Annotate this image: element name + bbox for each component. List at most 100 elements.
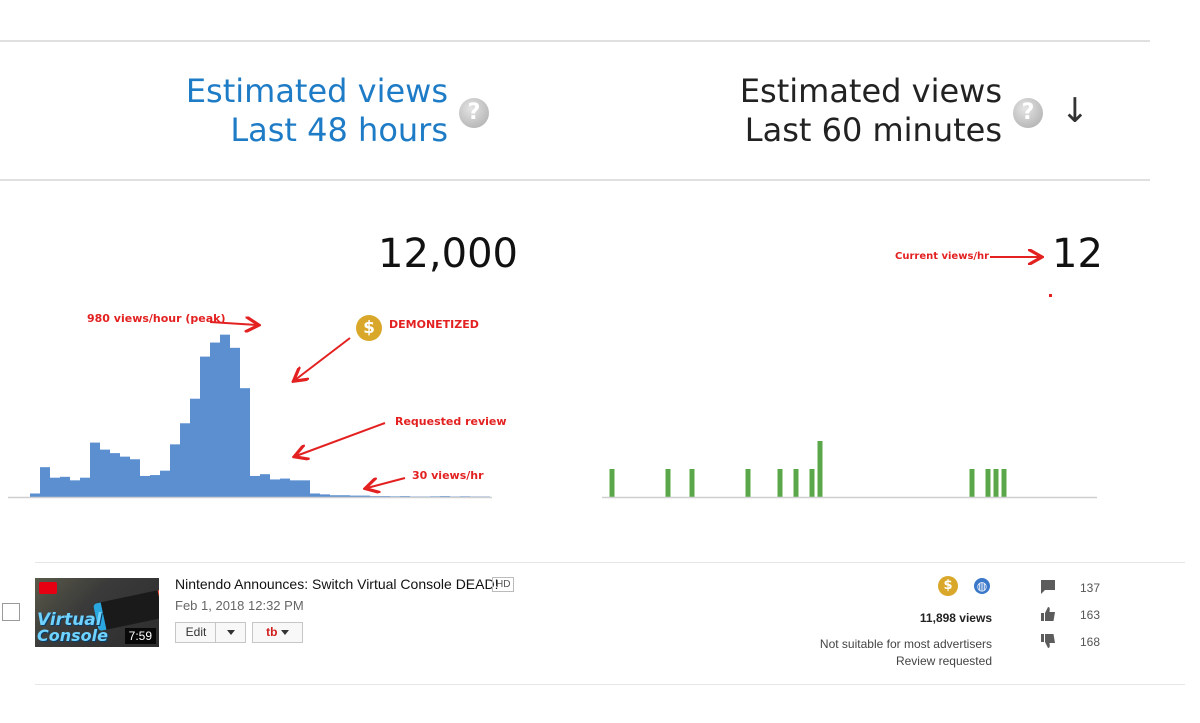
chart-bar[interactable] [969,469,975,497]
chart-bar[interactable] [460,496,470,497]
chart-bar[interactable] [793,469,799,497]
chart-bar[interactable] [160,470,170,497]
chart-bar[interactable] [120,456,130,497]
row-divider-bottom [35,684,1185,685]
chart-bar[interactable] [180,423,190,497]
chart-bar[interactable] [250,475,260,497]
comment-count: 137 [1080,581,1101,595]
chart-bar[interactable] [330,495,340,497]
video-view-count: 11,898 views [919,611,992,625]
column-header-48h-line1: Estimated views [185,72,448,110]
chart-bar[interactable] [30,493,40,497]
chart-bar[interactable] [390,496,400,497]
column-header-48h-line2: Last 48 hours [230,111,448,149]
chart-bar[interactable] [290,480,300,497]
thirty-views-arrow [367,477,406,488]
switch-console-image [92,588,159,632]
demonetized-arrow [295,337,351,380]
help-icon[interactable]: ? [459,98,489,128]
chart-bar[interactable] [220,334,230,497]
edit-button[interactable]: Edit [175,622,217,643]
chart-bar[interactable] [240,388,250,497]
chart-bar[interactable] [440,496,450,497]
thumbs-up-icon[interactable] [1040,606,1056,622]
chart-bar[interactable] [130,459,140,497]
dislike-count: 168 [1080,635,1101,649]
chart-bar[interactable] [260,474,270,497]
chart-bar[interactable] [110,453,120,497]
chart-bar[interactable] [70,480,80,497]
peak-arrow [209,322,257,325]
chart-bar[interactable] [777,469,783,497]
row-divider-top [35,562,1185,563]
thumbnail-text-line2: Console [37,626,108,645]
chart-bar[interactable] [230,347,240,497]
chart-bar[interactable] [689,469,695,497]
red-dot-mark [1049,294,1052,297]
video-title-link[interactable]: Nintendo Announces: Switch Virtual Conso… [175,576,499,592]
chart-bar[interactable] [190,398,200,497]
chart-bar[interactable] [430,496,440,497]
chart-bar[interactable] [993,469,999,497]
chart-bar[interactable] [280,478,290,497]
select-video-checkbox[interactable] [2,603,20,621]
comment-icon[interactable] [1040,579,1056,595]
sort-descending-icon[interactable]: ↓ [1060,91,1090,131]
chart-bar[interactable] [90,442,100,497]
help-icon[interactable]: ? [1013,98,1043,128]
column-header-48h[interactable]: Estimated views Last 48 hours [186,72,448,150]
chart-bar[interactable] [60,476,70,497]
review-status: Review requested [895,654,992,668]
header-divider [0,179,1150,181]
chart-bar[interactable] [300,480,310,497]
chart-bar[interactable] [480,496,490,497]
thirty-views-annotation: 30 views/hr [412,469,484,482]
chart-bar[interactable] [745,469,751,497]
thumbs-down-icon[interactable] [1040,633,1056,649]
globe-icon[interactable]: ◍ [974,578,990,594]
chart-bar[interactable] [1001,469,1007,497]
monetization-dollar-icon[interactable]: $ [938,576,958,596]
chart-bar[interactable] [310,493,320,497]
chart-bar[interactable] [350,495,360,497]
chart-bar[interactable] [370,496,380,497]
chart-bar[interactable] [50,477,60,497]
chart-bar[interactable] [210,342,220,497]
chart-bar[interactable] [140,475,150,497]
edit-dropdown-button[interactable] [215,622,246,643]
chart-bar[interactable] [809,469,815,497]
chart-bar[interactable] [340,495,350,497]
views-60m-chart [602,441,1097,499]
chart-bar[interactable] [270,479,280,497]
chart-bar[interactable] [360,495,370,497]
chart-bar[interactable] [170,444,180,497]
demonetized-annotation: DEMONETIZED [389,318,479,331]
chart-bar[interactable] [609,469,615,497]
chart-bar[interactable] [450,496,460,497]
video-duration: 7:59 [124,628,156,644]
chart-bar[interactable] [380,496,390,497]
chart-bar[interactable] [420,496,430,497]
chart-bar[interactable] [400,496,410,497]
current-views-annotation: Current views/hr [895,251,990,262]
chart-bar[interactable] [985,469,991,497]
thumbnail-text-line1: Virtual [37,610,102,630]
video-thumbnail[interactable]: Virtual Console 7:59 [35,578,159,647]
chart-bar[interactable] [665,469,671,497]
video-date: Feb 1, 2018 12:32 PM [175,598,304,613]
chart-bar[interactable] [150,475,160,497]
peak-annotation: 980 views/hour (peak) [87,312,226,325]
views-48h-chart [8,334,492,499]
column-header-60m[interactable]: Estimated views Last 60 minutes [740,72,1002,150]
chart-bar[interactable] [817,441,823,497]
tubebuddy-menu-button[interactable]: tb [252,622,303,643]
chart-bar[interactable] [200,356,210,497]
chart-bar[interactable] [470,496,480,497]
column-header-60m-line1: Estimated views [739,72,1002,110]
chart-bar[interactable] [100,449,110,497]
chart-bar[interactable] [410,496,420,497]
chart-bar[interactable] [40,467,50,497]
chevron-down-icon [280,630,289,636]
chart-bar[interactable] [320,494,330,497]
chart-bar[interactable] [80,477,90,497]
